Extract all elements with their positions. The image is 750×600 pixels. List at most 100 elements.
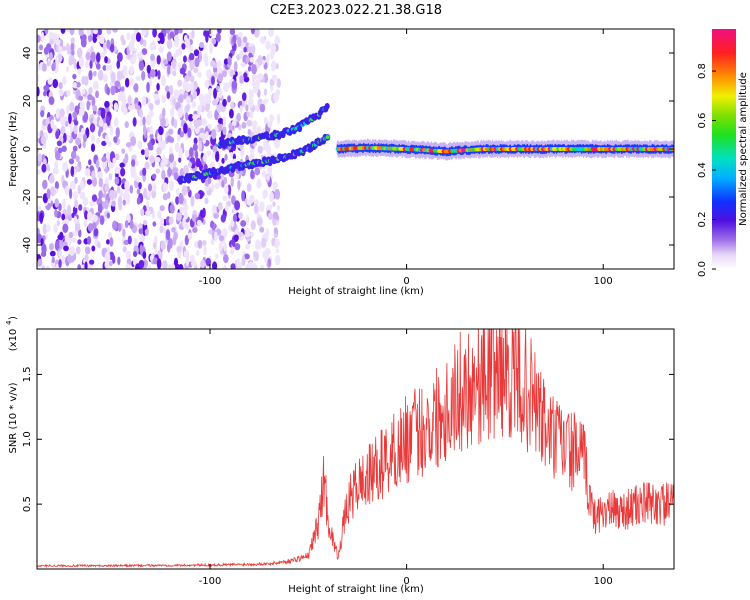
spectrogram-cell xyxy=(110,71,116,83)
spectrogram-cell xyxy=(222,126,227,136)
spectrogram-cell xyxy=(233,60,238,72)
spectrogram-cell xyxy=(241,92,247,102)
spectrogram-cell xyxy=(134,176,140,182)
spectrogram-cell xyxy=(188,52,195,61)
spectrogram-cell xyxy=(267,212,274,220)
spectrogram-cell xyxy=(274,188,281,200)
spectrogram-cell xyxy=(129,56,136,65)
spectrogram-cell xyxy=(221,157,225,164)
spectrogram-cell xyxy=(146,81,150,93)
spectrogram-cell xyxy=(240,220,247,227)
spectrogram-cell xyxy=(42,179,48,190)
spectrogram-cell xyxy=(105,64,111,71)
spectrogram-cell xyxy=(232,213,238,222)
spectrogram-cell xyxy=(113,118,119,127)
colorbar-tick-label: 0.8 xyxy=(697,63,708,79)
spectrogram-cell xyxy=(156,83,160,91)
spectrogram-cell xyxy=(176,134,181,142)
snr-xlabel: Height of straight line (km) xyxy=(288,584,424,595)
spectrogram-cell xyxy=(134,160,139,167)
spectrogram-cell xyxy=(109,189,115,201)
spectrogram-cell xyxy=(177,107,184,118)
spectrogram-cell xyxy=(143,187,148,199)
spectrogram-cell xyxy=(82,196,89,206)
spectrogram-cell xyxy=(62,223,69,233)
spectrogram-cell xyxy=(54,240,60,251)
spectrogram-cell xyxy=(261,170,267,178)
spectrogram-cell xyxy=(78,95,84,101)
spectrogram-cell xyxy=(250,220,256,231)
spectrogram-cell xyxy=(217,122,223,132)
spectrogram-cell xyxy=(37,258,43,267)
spectrogram-cell xyxy=(168,180,174,192)
spectrogram-cell xyxy=(248,97,254,109)
spectrogram-cell xyxy=(178,147,183,158)
snr-panel: -100 0 100 0.5 1.0 1.5 Height of straight lin… xyxy=(5,316,675,595)
spectrogram-cell xyxy=(171,226,176,233)
spectrogram-cell xyxy=(64,185,71,196)
spectrogram-cell xyxy=(272,181,279,189)
snr-ytick-label: 0.5 xyxy=(22,496,33,512)
spectrogram-cell xyxy=(187,232,193,240)
snr-exponent-base: (x10 xyxy=(8,329,19,352)
spectrogram-cell xyxy=(127,235,132,245)
spectrogram-cell xyxy=(167,263,172,269)
spectrogram-cell xyxy=(110,85,116,96)
snr-frame xyxy=(36,328,675,570)
spectrogram-cell xyxy=(172,70,177,77)
spectrogram-cell xyxy=(184,149,190,158)
spectrogram-cell xyxy=(69,29,75,36)
spectrogram-cell xyxy=(100,107,106,119)
spectrogram-cell xyxy=(142,39,147,47)
spectrogram-cell xyxy=(127,95,132,106)
spectrogram-cell xyxy=(159,205,165,212)
spectrogram-cell xyxy=(214,253,219,260)
spectrogram-cell xyxy=(253,203,259,214)
spectrogram-cell xyxy=(66,44,71,55)
spectrogram-cell xyxy=(75,246,81,255)
spectrogram-cell xyxy=(46,188,51,200)
spectrogram-cell xyxy=(168,216,174,225)
spectrogram-cell xyxy=(159,225,164,234)
spectrogram-cell xyxy=(44,29,49,35)
spectrogram-cell xyxy=(161,169,166,180)
spectrogram-cell xyxy=(154,156,161,163)
spectrogram-cell xyxy=(132,251,138,258)
spectrogram-cell xyxy=(59,115,66,126)
spectrogram-cell xyxy=(193,118,199,129)
spectrogram-cell xyxy=(230,177,234,187)
spectrogram-cell xyxy=(211,38,217,45)
spectrogram-cell xyxy=(88,86,93,95)
spectrogram-cell xyxy=(166,39,173,50)
spectrogram-cell xyxy=(162,260,168,269)
spectrogram-cell xyxy=(259,103,266,113)
spectrogram-panel: -100 0 100 -40 -20 0 20 40 Height of straight l… xyxy=(8,28,675,297)
spectrogram-cell xyxy=(59,238,63,250)
spectrogram-cell xyxy=(152,242,157,249)
spectrogram-cell xyxy=(193,67,199,74)
spectrogram-cell xyxy=(104,166,109,174)
spectrogram-cell xyxy=(121,103,126,111)
spectrogram-cell xyxy=(98,177,103,188)
spectrogram-cell xyxy=(181,43,186,50)
spectrogram-cell xyxy=(97,129,102,137)
spectrogram-cell xyxy=(149,53,155,62)
spectrogram-cell xyxy=(157,69,161,80)
colorbar-tick-label: 0.0 xyxy=(697,261,708,277)
spectrogram-cell xyxy=(111,200,116,207)
spectrogram-cell xyxy=(104,251,111,263)
spectrogram-cell xyxy=(91,96,96,107)
spectrogram-cell xyxy=(144,147,149,158)
spectrogram-cell xyxy=(247,46,254,54)
spectrogram-cell xyxy=(88,70,93,81)
snr-marks xyxy=(37,329,674,569)
spectrogram-cell xyxy=(212,261,218,269)
spectrogram-cell xyxy=(70,150,77,160)
spectrogram-cell xyxy=(158,32,164,39)
spectrogram-cell xyxy=(145,200,150,211)
snr-ticks: -100 0 100 0.5 1.0 1.5 xyxy=(22,329,674,587)
spectrogram-cell xyxy=(183,165,189,175)
spectrogram-cell xyxy=(196,219,202,227)
spectrogram-cell xyxy=(164,85,170,93)
spectrogram-cell xyxy=(244,243,251,250)
